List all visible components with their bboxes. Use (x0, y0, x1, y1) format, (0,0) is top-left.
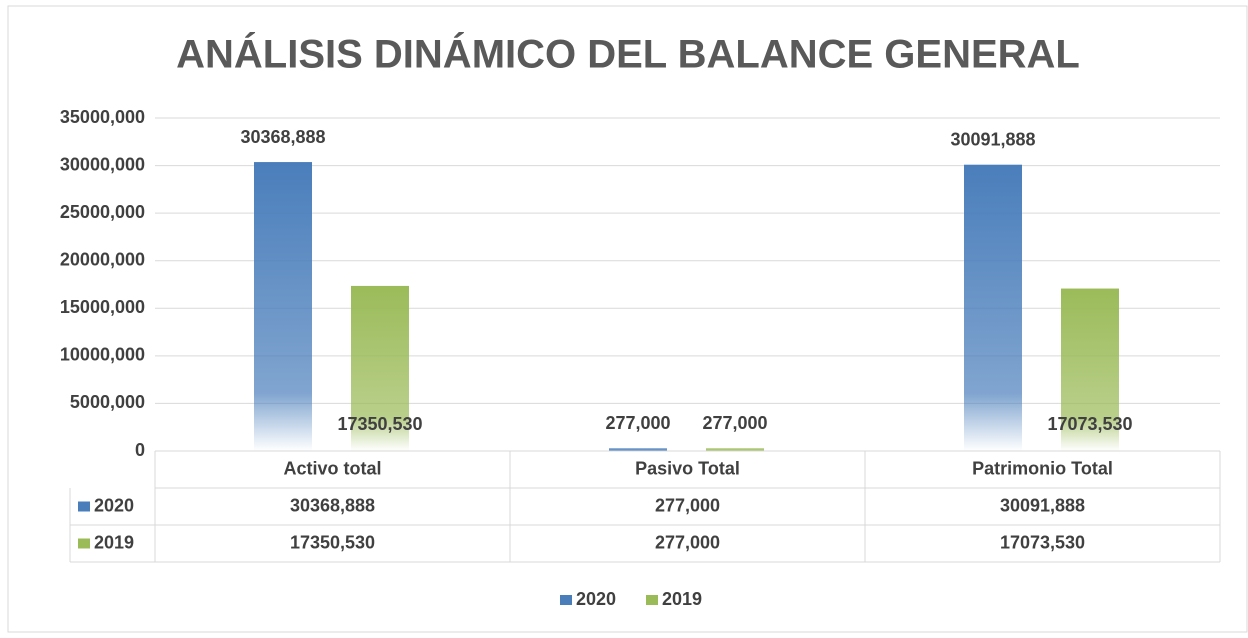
x-tick-label: Activo total (283, 458, 381, 478)
legend-label: 2020 (576, 589, 616, 609)
legend-key (78, 501, 90, 512)
table-cell: 17073,530 (1000, 532, 1085, 552)
x-tick-label: Patrimonio Total (972, 458, 1113, 478)
legend-key (560, 595, 572, 605)
y-tick-label: 10000,000 (60, 345, 145, 365)
y-tick-label: 15000,000 (60, 297, 145, 317)
table-series-name: 2019 (94, 532, 134, 552)
table-cell: 17350,530 (290, 532, 375, 552)
y-tick-label: 30000,000 (60, 154, 145, 174)
table-cell: 277,000 (655, 532, 720, 552)
bar (964, 164, 1022, 451)
chart-title: ANÁLISIS DINÁMICO DEL BALANCE GENERAL (176, 32, 1080, 77)
table-series-name: 2020 (94, 495, 134, 515)
chart-border (7, 5, 1248, 633)
y-tick-label: 25000,000 (60, 202, 145, 222)
bar (351, 285, 409, 451)
data-label: 17073,530 (1047, 414, 1132, 434)
bar (706, 448, 764, 451)
legend-label: 2019 (662, 589, 702, 609)
bar (254, 162, 312, 452)
data-label: 30091,888 (950, 129, 1035, 149)
legend-key (646, 595, 658, 605)
x-tick-label: Pasivo Total (635, 458, 740, 478)
table-cell: 277,000 (655, 495, 720, 515)
bar (1061, 288, 1119, 451)
y-tick-label: 5000,000 (70, 392, 145, 412)
data-label: 277,000 (702, 413, 767, 433)
y-tick-label: 20000,000 (60, 249, 145, 269)
y-tick-label: 0 (135, 440, 145, 460)
legend-key (78, 538, 90, 549)
bar (609, 448, 667, 451)
y-tick-label: 35000,000 (60, 107, 145, 127)
data-label: 277,000 (605, 413, 670, 433)
data-label: 30368,888 (240, 127, 325, 147)
data-label: 17350,530 (337, 414, 422, 434)
table-cell: 30091,888 (1000, 495, 1085, 515)
table-cell: 30368,888 (290, 495, 375, 515)
